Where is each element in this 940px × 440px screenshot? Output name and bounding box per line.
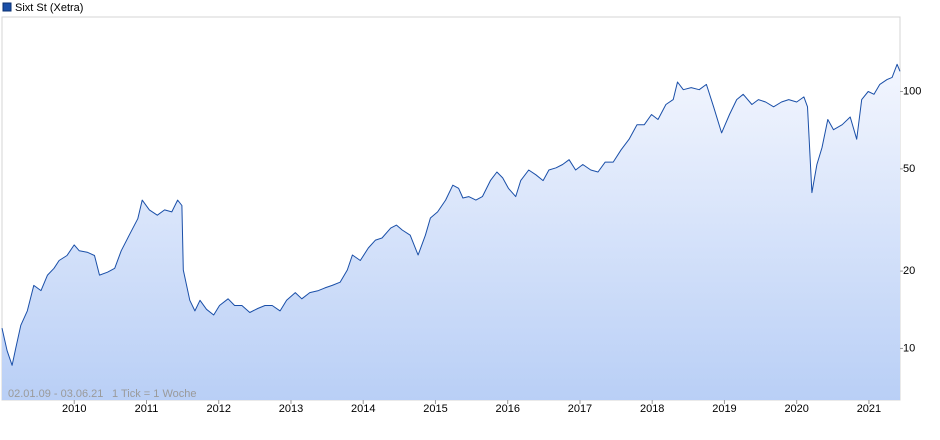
x-tick-label: 2019 [712,403,736,415]
x-tick-label: 2011 [135,403,159,415]
x-tick-label: 2014 [351,403,375,415]
x-tick-label: 2010 [62,403,86,415]
x-tick-label: 2015 [423,403,447,415]
price-line [1,63,901,366]
y-tick-label: 50 [903,163,915,175]
x-tick-label: 2012 [206,403,230,415]
area [2,64,900,401]
x-tick-label: 2020 [784,403,808,415]
x-tick-label: 2021 [857,403,881,415]
tick-note: 1 Tick = 1 Woche [112,388,196,400]
legend-swatch [2,2,12,12]
y-tick-label: 20 [903,265,915,277]
legend-label: Sixt St (Xetra) [15,2,83,14]
y-tick-label: 10 [903,342,915,354]
x-tick-label: 2017 [568,403,592,415]
date-range: 02.01.09 - 03.06.21 [8,388,103,400]
x-tick-label: 2016 [495,403,519,415]
y-tick-label: 100 [903,85,921,97]
x-tick-label: 2018 [640,403,664,415]
x-tick-label: 2013 [279,403,303,415]
